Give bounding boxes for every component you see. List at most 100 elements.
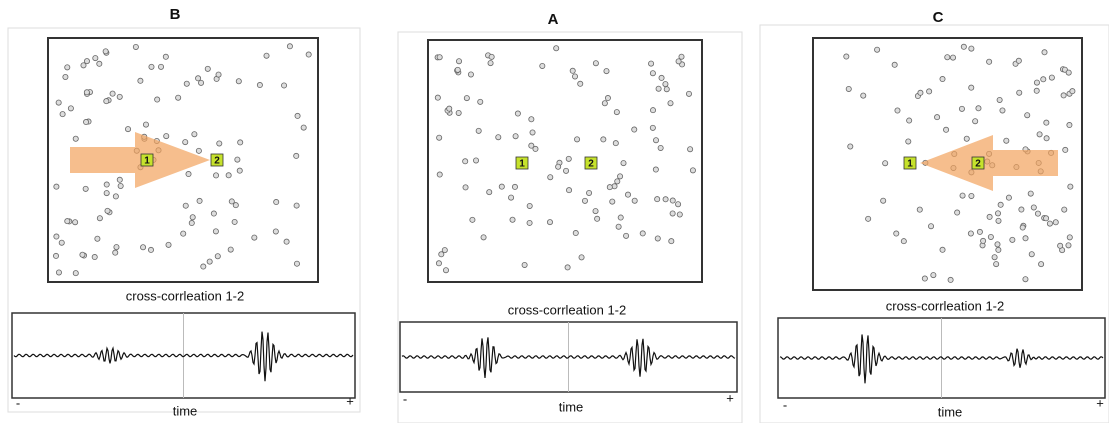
source-dot — [1033, 87, 1040, 94]
source-dot — [689, 167, 696, 174]
source-dot — [300, 124, 307, 131]
source-dot — [675, 201, 682, 208]
source-dot — [214, 253, 221, 260]
axis-min: - — [783, 397, 787, 412]
panel: A 1 2 cross-corrleation 1-2 time - + — [397, 11, 743, 423]
source-dot — [613, 109, 620, 116]
station-label: 1 — [144, 156, 150, 167]
source-dot — [79, 251, 86, 258]
station-box — [971, 156, 985, 170]
source-dot — [865, 215, 872, 222]
source-dot — [980, 237, 987, 244]
source-dot — [845, 85, 852, 92]
source-dot — [577, 80, 584, 87]
source-dot — [175, 94, 182, 101]
source-dot — [685, 90, 692, 97]
source-dot — [1022, 235, 1029, 242]
source-dot — [1041, 49, 1048, 56]
source-dot — [1062, 146, 1069, 153]
panel-label: B — [170, 6, 181, 23]
source-dot — [462, 184, 469, 191]
source-dot — [293, 202, 300, 209]
source-dot — [204, 65, 211, 72]
source-dot — [676, 211, 683, 218]
source-dot — [1067, 183, 1074, 190]
source-dot — [950, 54, 957, 61]
source-dot — [944, 54, 951, 61]
source-dot — [511, 183, 518, 190]
source-dot — [606, 184, 613, 191]
source-dot — [999, 107, 1006, 114]
source-dot — [528, 116, 535, 123]
station-label: 2 — [975, 159, 981, 170]
source-dot — [926, 88, 933, 95]
source-dot — [667, 100, 674, 107]
panel: B 1 2 cross-corrleation 1-2 time - + — [7, 6, 361, 418]
source-dot — [231, 218, 238, 225]
source-dot — [620, 160, 627, 167]
source-dot — [263, 52, 270, 59]
station-box — [584, 156, 598, 170]
source-dot — [1043, 215, 1050, 222]
source-dot — [148, 63, 155, 70]
panel-frame — [759, 24, 1109, 423]
caption: cross-corrleation 1-2 — [126, 288, 245, 303]
source-dot — [546, 219, 553, 226]
panel: C 1 2 cross-corrleation 1-2 time - + — [759, 9, 1109, 423]
source-dot — [993, 261, 1000, 268]
source-dot — [906, 117, 913, 124]
source-dot — [976, 228, 983, 235]
source-dot — [189, 214, 196, 221]
source-dot — [997, 201, 1004, 208]
source-dot — [1009, 236, 1016, 243]
source-dot — [228, 198, 235, 205]
source-dot — [102, 48, 109, 55]
source-dot — [1019, 224, 1026, 231]
source-dot — [183, 80, 190, 87]
source-dot — [609, 198, 616, 205]
source-dot — [188, 220, 195, 227]
source-dot — [917, 89, 924, 96]
axis-max: + — [346, 393, 354, 408]
source-dot — [894, 107, 901, 114]
source-dot — [893, 230, 900, 237]
source-dot — [91, 254, 98, 261]
source-dot — [847, 143, 854, 150]
station-box — [210, 153, 224, 167]
source-dot — [94, 235, 101, 242]
source-dot — [900, 238, 907, 245]
source-dot — [53, 183, 60, 190]
source-dot — [236, 167, 243, 174]
source-dot — [614, 178, 621, 185]
source-dot — [112, 193, 119, 200]
source-dot — [995, 217, 1002, 224]
station-box — [140, 153, 154, 167]
source-dot — [256, 82, 263, 89]
source-dot — [80, 62, 87, 69]
source-dot — [649, 70, 656, 77]
source-dot — [994, 210, 1001, 217]
source-dot — [198, 79, 205, 86]
source-dot — [658, 74, 665, 81]
source-dot — [273, 199, 280, 206]
source-dot — [104, 207, 111, 214]
source-dot — [905, 138, 912, 145]
source-dot — [669, 210, 676, 217]
source-dot — [436, 134, 443, 141]
source-dot — [539, 62, 546, 69]
source-dot — [196, 197, 203, 204]
source-dot — [1015, 57, 1022, 64]
source-dot — [82, 185, 89, 192]
source-dot — [55, 99, 62, 106]
source-dot — [514, 110, 521, 117]
waveform — [779, 334, 1104, 384]
source-dot — [232, 202, 239, 209]
caption: cross-corrleation 1-2 — [508, 302, 627, 317]
axis-label: time — [173, 403, 198, 418]
source-dot — [943, 126, 950, 133]
energy-arrow — [920, 135, 1058, 191]
source-dot — [648, 60, 655, 67]
source-dot — [880, 197, 887, 204]
source-dot — [227, 246, 234, 253]
source-dot — [191, 131, 198, 138]
